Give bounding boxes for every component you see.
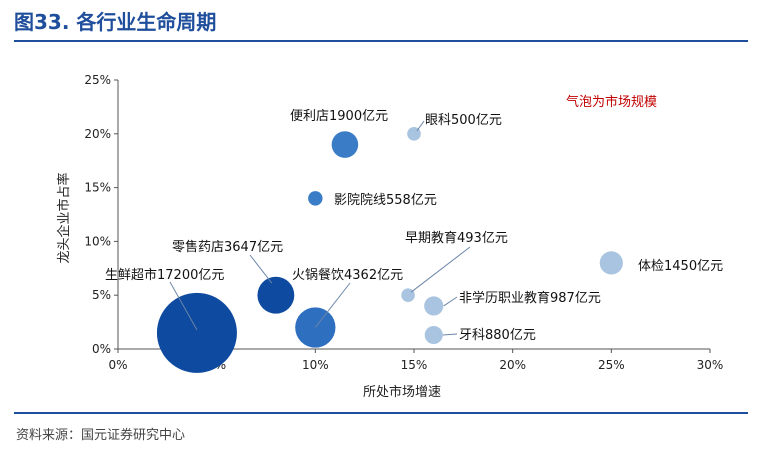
leader-line: [443, 296, 458, 307]
bubble-label: 影院院线558亿元: [334, 193, 437, 208]
y-tick-label: 5%: [92, 288, 111, 302]
page-title: 图33. 各行业生命周期: [14, 10, 217, 34]
bubble-label: 牙科880亿元: [459, 328, 536, 343]
leader-line: [249, 254, 273, 284]
footer-divider: [14, 412, 748, 414]
bubble-health-checkup: [599, 251, 623, 275]
y-tick-label: 10%: [84, 234, 111, 248]
y-tick-label: 0%: [92, 342, 111, 356]
leader-line: [410, 246, 471, 293]
x-tick-label: 25%: [598, 358, 625, 372]
leader-line: [442, 333, 458, 336]
y-tick-label: 15%: [84, 181, 111, 195]
x-tick-label: 10%: [302, 358, 329, 372]
leader-line: [169, 281, 198, 331]
source-note: 资料来源：国元证券研究中心: [16, 428, 186, 443]
bubble-label: 零售药店3647亿元: [172, 239, 283, 255]
bubble-label: 早期教育493亿元: [405, 230, 508, 246]
bubble-convenience-store: [331, 131, 359, 158]
bubble-label: 眼科500亿元: [425, 113, 502, 128]
leader-line: [314, 282, 351, 328]
bubble-dental: [424, 325, 443, 345]
leader-line: [416, 120, 425, 132]
bubble-label: 生鲜超市17200亿元: [105, 267, 224, 283]
bubble-vocational-education: [424, 296, 444, 316]
x-tick-label: 20%: [499, 358, 526, 372]
x-tick-label: 0%: [108, 358, 127, 372]
x-tick-label: 30%: [697, 358, 724, 372]
bubble-label: 火锅餐饮4362亿元: [292, 267, 403, 283]
x-axis-title: 所处市场增速: [363, 384, 441, 400]
bubble-label: 体检1450亿元: [638, 259, 723, 274]
bubble-size-note: 气泡为市场规模: [566, 94, 657, 110]
y-tick-label: 20%: [84, 127, 111, 141]
y-axis-title: 龙头企业市占率: [56, 172, 72, 263]
bubble-pharmacy: [257, 276, 295, 314]
bubble-fresh-supermarket: [156, 292, 237, 373]
bubble-label: 便利店1900亿元: [290, 109, 388, 124]
chart-bubbles: [156, 126, 623, 373]
chart-axes: 0%5%10%15%20%25%0%5%10%15%20%25%30%所处市场增…: [56, 73, 723, 400]
bubble-label: 非学历职业教育987亿元: [459, 290, 601, 306]
title-divider: [14, 40, 748, 42]
x-tick-label: 15%: [401, 358, 428, 372]
y-tick-label: 25%: [84, 73, 111, 87]
bubble-cinema: [308, 191, 323, 206]
